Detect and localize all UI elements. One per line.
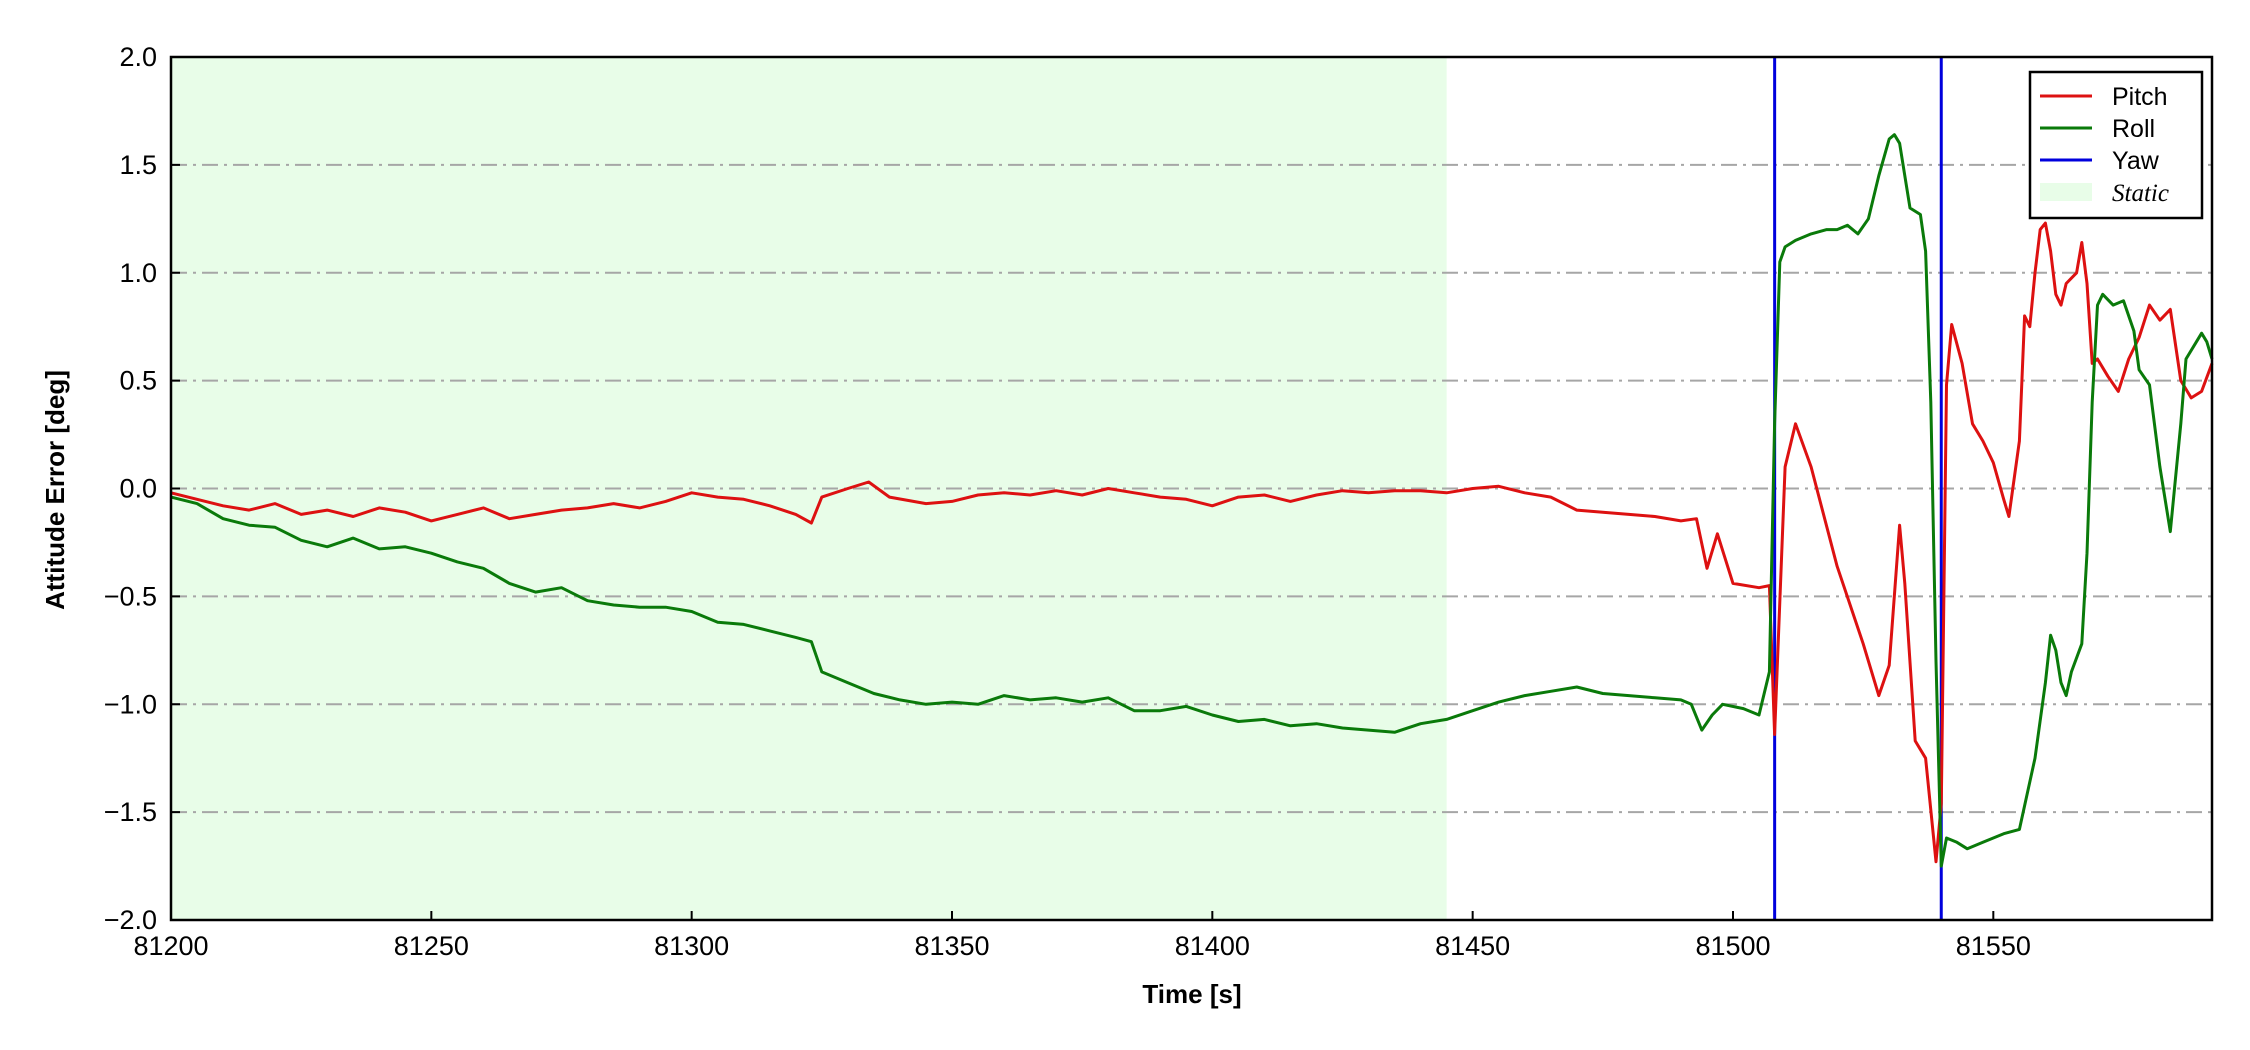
x-tick-label: 81350 xyxy=(914,931,989,961)
y-tick-label: 2.0 xyxy=(119,42,157,72)
y-tick-label: 1.0 xyxy=(119,258,157,288)
x-axis-title: Time [s] xyxy=(1142,979,1241,1009)
x-tick-label: 81200 xyxy=(133,931,208,961)
y-axis-title: Attitude Error [deg] xyxy=(40,370,70,610)
legend: Pitch Roll Yaw Static xyxy=(2028,70,2204,220)
series-line-roll xyxy=(170,133,2214,868)
y-tick-label: −1.5 xyxy=(104,797,157,827)
x-tick-label: 81300 xyxy=(654,931,729,961)
x-tick-label: 81550 xyxy=(1956,931,2031,961)
x-tick-label: 81250 xyxy=(394,931,469,961)
legend-label-yaw: Yaw xyxy=(2112,147,2160,175)
y-tick-label: −2.0 xyxy=(104,905,157,935)
legend-label-pitch: Pitch xyxy=(2112,83,2168,111)
legend-swatch-static xyxy=(2040,183,2092,201)
y-tick-label: 0.5 xyxy=(119,366,157,396)
y-tick-label: −1.0 xyxy=(104,689,157,719)
y-tick-label: 0.0 xyxy=(119,474,157,504)
x-tick-label: 81450 xyxy=(1435,931,1510,961)
series-line-pitch xyxy=(170,221,2214,864)
legend-label-roll: Roll xyxy=(2112,115,2155,143)
y-tick-label: −0.5 xyxy=(104,581,157,611)
y-tick-label: 1.5 xyxy=(119,150,157,180)
x-tick-label: 81400 xyxy=(1175,931,1250,961)
legend-label-static: Static xyxy=(2112,180,2169,207)
x-tick-label: 81500 xyxy=(1695,931,1770,961)
